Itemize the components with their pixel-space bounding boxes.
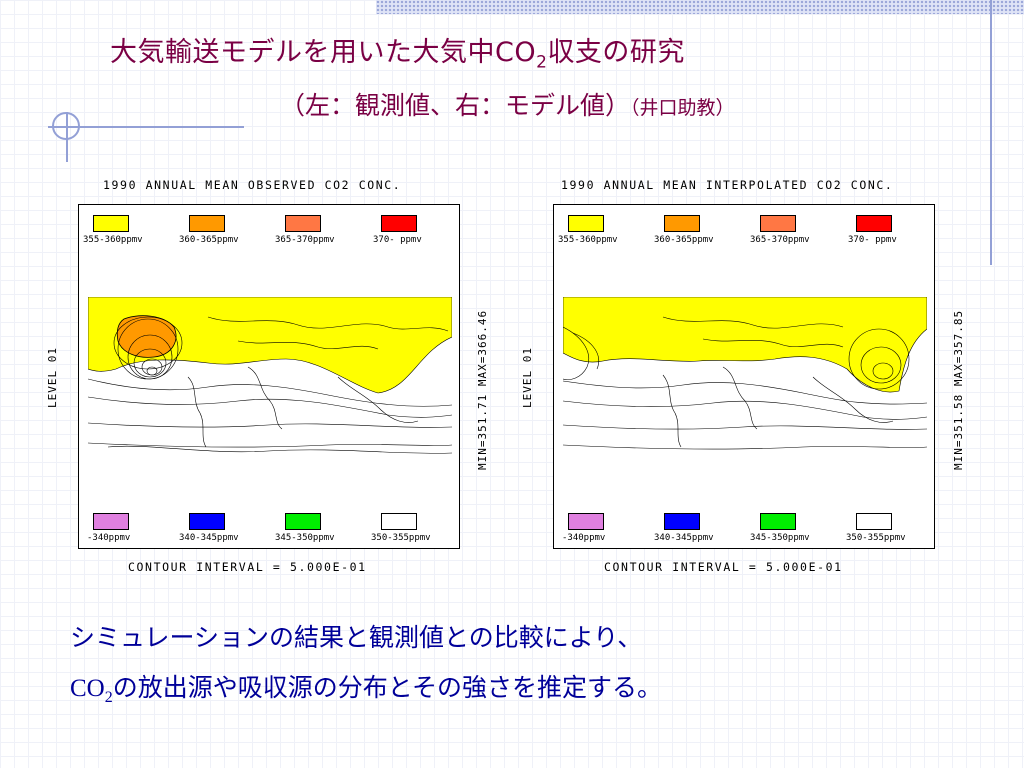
- level-label: LEVEL 01: [521, 347, 534, 408]
- legend-swatch: [381, 215, 417, 232]
- legend-swatch: [189, 215, 225, 232]
- legend-label: 340-345ppmv: [654, 533, 714, 543]
- figure-model: 355-360ppmv 360-365ppmv 365-370ppmv 370-…: [553, 204, 935, 549]
- crosshair-decoration-circle: [52, 112, 80, 140]
- legend-label: 360-365ppmv: [654, 235, 714, 245]
- legend-label: 365-370ppmv: [275, 235, 335, 245]
- body-text-line-1: シミュレーションの結果と観測値との比較により、: [70, 623, 643, 652]
- legend-swatch: [664, 513, 700, 530]
- legend-label: 370- ppmv: [373, 235, 422, 245]
- legend-label: 360-365ppmv: [179, 235, 239, 245]
- legend-swatch: [760, 215, 796, 232]
- figure-title-model: 1990 ANNUAL MEAN INTERPOLATED CO2 CONC.: [561, 178, 894, 192]
- minmax-label: MIN=351.58 MAX=357.85: [952, 309, 965, 470]
- legend-swatch: [760, 513, 796, 530]
- legend-swatch: [856, 215, 892, 232]
- legend-label: 350-355ppmv: [846, 533, 906, 543]
- slide-title: 大気輸送モデルを用いた大気中CO2収支の研究: [110, 37, 685, 73]
- author-note: （井口助教）: [630, 97, 735, 119]
- legend-swatch: [189, 513, 225, 530]
- header-decoration-bar: [376, 0, 1024, 14]
- legend-label: 355-360ppmv: [558, 235, 618, 245]
- legend-swatch: [93, 513, 129, 530]
- body-text-line-2: CO2の放出源や吸収源の分布とその強さを推定する。: [70, 673, 662, 706]
- level-label: LEVEL 01: [46, 347, 59, 408]
- legend-label: -340ppmv: [562, 533, 606, 543]
- legend-label: 345-350ppmv: [750, 533, 810, 543]
- legend-swatch: [664, 215, 700, 232]
- legend-swatch: [93, 215, 129, 232]
- crosshair-decoration-horizontal: [48, 126, 244, 128]
- co2-map-observed: [88, 297, 452, 463]
- contour-interval-label: CONTOUR INTERVAL = 5.000E-01: [604, 560, 843, 574]
- legend-swatch: [285, 513, 321, 530]
- legend-swatch: [856, 513, 892, 530]
- legend-label: 345-350ppmv: [275, 533, 335, 543]
- legend-label: 365-370ppmv: [750, 235, 810, 245]
- legend-label: 370- ppmv: [848, 235, 897, 245]
- minmax-label: MIN=351.71 MAX=366.46: [476, 309, 489, 470]
- slide-subtitle: （左：観測値、右：モデル値）（井口助教）: [280, 91, 735, 120]
- figure-title-observed: 1990 ANNUAL MEAN OBSERVED CO2 CONC.: [103, 178, 402, 192]
- legend-swatch: [568, 215, 604, 232]
- legend-label: 355-360ppmv: [83, 235, 143, 245]
- legend-swatch: [285, 215, 321, 232]
- legend-swatch: [381, 513, 417, 530]
- legend-label: 340-345ppmv: [179, 533, 239, 543]
- contour-interval-label: CONTOUR INTERVAL = 5.000E-01: [128, 560, 367, 574]
- legend-label: 350-355ppmv: [371, 533, 431, 543]
- legend-label: -340ppmv: [87, 533, 131, 543]
- legend-swatch: [568, 513, 604, 530]
- figure-observed: 355-360ppmv 360-365ppmv 365-370ppmv 370-…: [78, 204, 460, 549]
- right-decoration-line: [990, 0, 992, 265]
- co2-map-model: [563, 297, 927, 463]
